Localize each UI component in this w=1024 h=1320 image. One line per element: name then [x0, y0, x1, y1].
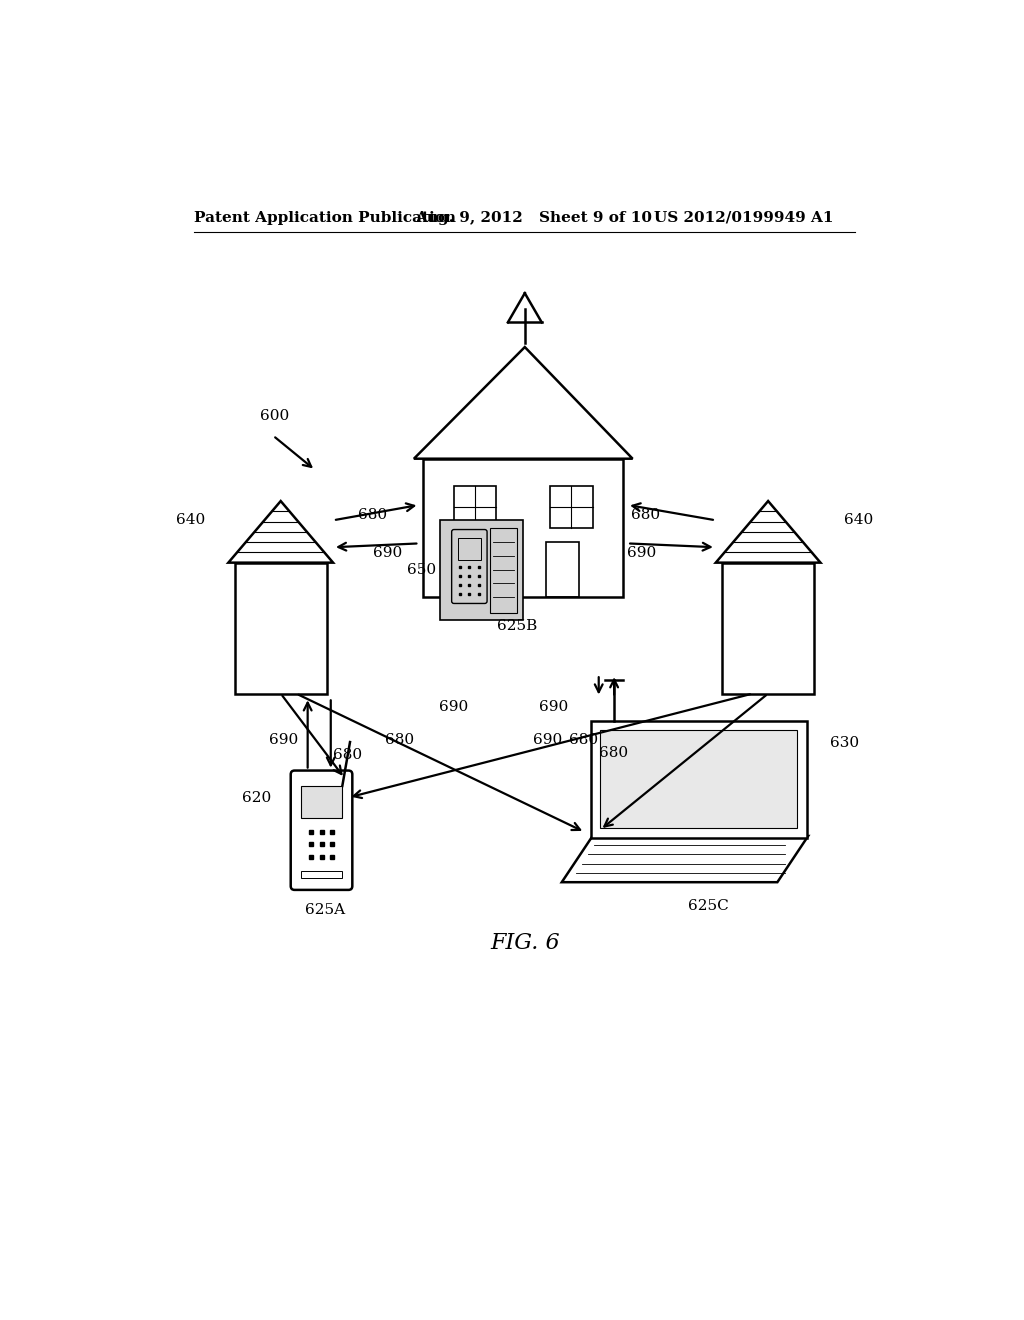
Bar — [600, 730, 798, 829]
Bar — [722, 562, 814, 693]
Bar — [234, 562, 327, 693]
Text: 680: 680 — [599, 747, 628, 760]
Polygon shape — [562, 836, 808, 882]
Text: FIG. 6: FIG. 6 — [490, 932, 559, 954]
Text: 620: 620 — [243, 791, 271, 804]
Polygon shape — [414, 347, 633, 459]
Text: 640: 640 — [844, 513, 872, 527]
Text: US 2012/0199949 A1: US 2012/0199949 A1 — [654, 211, 834, 224]
Text: 680: 680 — [357, 508, 387, 521]
Text: 640: 640 — [176, 513, 205, 527]
Bar — [440, 520, 523, 620]
Bar — [301, 785, 342, 818]
Text: 600: 600 — [260, 409, 289, 424]
Polygon shape — [716, 502, 820, 562]
Bar — [547, 543, 579, 597]
Text: Aug. 9, 2012: Aug. 9, 2012 — [416, 211, 523, 224]
Text: 625C: 625C — [688, 899, 728, 913]
Bar — [550, 486, 593, 528]
Text: 680: 680 — [569, 733, 599, 747]
Text: Patent Application Publication: Patent Application Publication — [195, 211, 457, 224]
Text: 680: 680 — [333, 748, 362, 762]
FancyBboxPatch shape — [291, 771, 352, 890]
Bar — [591, 721, 807, 837]
Text: 690: 690 — [534, 733, 562, 747]
Text: 625B: 625B — [497, 619, 538, 632]
Text: 680: 680 — [385, 733, 414, 747]
Text: 690: 690 — [628, 546, 656, 560]
Text: 625A: 625A — [305, 903, 345, 917]
Text: Sheet 9 of 10: Sheet 9 of 10 — [539, 211, 651, 224]
Text: 680: 680 — [631, 508, 660, 521]
Bar — [301, 871, 342, 878]
Text: 650: 650 — [408, 564, 436, 577]
Text: 630: 630 — [829, 737, 859, 750]
Text: 690: 690 — [373, 546, 402, 560]
Polygon shape — [423, 459, 624, 597]
Polygon shape — [228, 502, 333, 562]
Text: 690: 690 — [438, 700, 468, 714]
Bar — [454, 486, 497, 528]
Bar — [458, 539, 481, 560]
Text: 690: 690 — [539, 700, 568, 714]
Text: 690: 690 — [269, 733, 298, 747]
Bar — [490, 528, 517, 612]
